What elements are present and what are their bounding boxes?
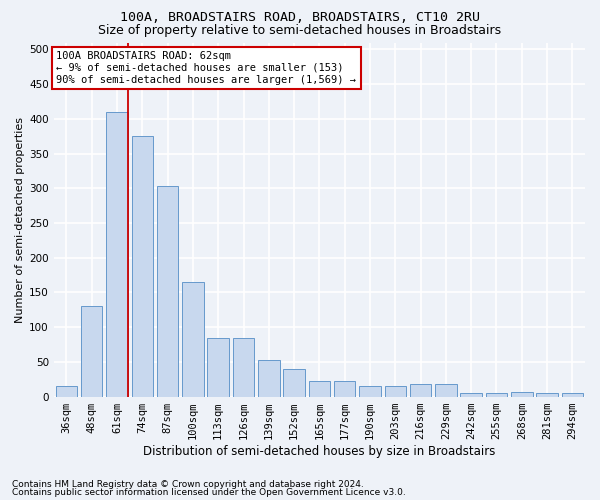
Text: 100A BROADSTAIRS ROAD: 62sqm
← 9% of semi-detached houses are smaller (153)
90% : 100A BROADSTAIRS ROAD: 62sqm ← 9% of sem… — [56, 52, 356, 84]
Bar — [486, 393, 507, 396]
Bar — [385, 386, 406, 396]
Bar — [410, 384, 431, 396]
Text: Contains public sector information licensed under the Open Government Licence v3: Contains public sector information licen… — [12, 488, 406, 497]
X-axis label: Distribution of semi-detached houses by size in Broadstairs: Distribution of semi-detached houses by … — [143, 444, 496, 458]
Bar — [233, 338, 254, 396]
Bar — [536, 393, 558, 396]
Bar — [359, 386, 381, 396]
Bar — [208, 338, 229, 396]
Bar — [106, 112, 128, 397]
Text: Contains HM Land Registry data © Crown copyright and database right 2024.: Contains HM Land Registry data © Crown c… — [12, 480, 364, 489]
Bar — [258, 360, 280, 396]
Bar — [182, 282, 203, 397]
Bar — [308, 382, 330, 396]
Y-axis label: Number of semi-detached properties: Number of semi-detached properties — [15, 116, 25, 322]
Bar — [56, 386, 77, 396]
Bar — [81, 306, 103, 396]
Bar — [460, 393, 482, 396]
Bar — [283, 369, 305, 396]
Text: 100A, BROADSTAIRS ROAD, BROADSTAIRS, CT10 2RU: 100A, BROADSTAIRS ROAD, BROADSTAIRS, CT1… — [120, 11, 480, 24]
Text: Size of property relative to semi-detached houses in Broadstairs: Size of property relative to semi-detach… — [98, 24, 502, 37]
Bar — [131, 136, 153, 396]
Bar — [511, 392, 533, 396]
Bar — [157, 186, 178, 396]
Bar — [334, 382, 355, 396]
Bar — [562, 393, 583, 396]
Bar — [435, 384, 457, 396]
